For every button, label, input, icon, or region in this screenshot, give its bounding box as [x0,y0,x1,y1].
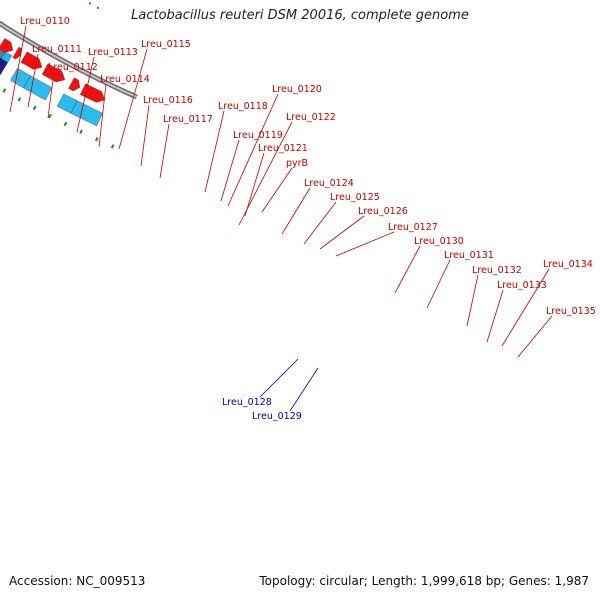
leader-line [261,167,293,213]
leader-line [76,56,95,133]
outer-tick [94,136,99,142]
leader-line [238,121,293,226]
leader-line [426,259,451,309]
gene-labels: Lreu_0110Lreu_0111Lreu_0112Lreu_0113Lreu… [20,16,596,422]
gene-label-forward: Lreu_0110 [20,16,70,27]
gene-box [70,100,103,127]
gene-label-forward: Lreu_0121 [258,143,308,154]
leader-line [118,48,148,150]
gene-label-forward: Lreu_0117 [163,114,213,125]
accession-text: Accession: NC_009513 [9,574,146,588]
gene-label-forward: Lreu_0127 [388,222,438,233]
leader-line [281,187,311,235]
gene-label-forward: Lreu_0115 [141,39,191,50]
cds-arrow [80,83,106,103]
gene-label-forward: Lreu_0116 [143,95,193,106]
gene-label-forward: Lreu_0134 [543,259,593,270]
gene-label-reverse: Lreu_0129 [252,411,302,422]
cds-arrow [12,46,22,60]
gene-box [23,75,53,101]
leader-line [9,25,27,113]
leader-line [244,152,265,217]
gene-label-forward: Lreu_0113 [88,47,138,58]
leader-line [259,358,299,398]
gene-label-forward: Lreu_0125 [330,192,380,203]
leader-line [486,289,504,343]
leader-line [466,274,479,327]
label-leader-lines [9,25,553,412]
scale-ticks: 140 kbp145 kbp150 kbp155 kbp160 kbp165 k… [2,0,115,149]
gene-label-forward: Lreu_0111 [32,44,82,55]
outer-tick [63,121,68,127]
leader-line [501,268,550,347]
cds-arrow [0,38,14,53]
leader-line [98,83,107,148]
scale-dot [96,6,99,9]
gene-label-forward: Lreu_0135 [546,306,596,317]
leader-line [319,215,365,250]
outer-tick [79,129,83,134]
gene-label-forward: Lreu_0131 [444,250,494,261]
leader-line [140,104,150,167]
outer-tick [110,144,115,149]
leader-line [394,245,421,294]
outer-tick [48,113,52,119]
leader-line [335,231,395,257]
backbone-highlight [0,22,138,98]
leader-line [159,123,170,179]
outer-tick [32,105,37,111]
leader-line [517,315,553,358]
gene-label-forward: Lreu_0124 [304,178,354,189]
gene-label-forward: Lreu_0119 [233,130,283,141]
leader-line [204,110,225,193]
map-title: Lactobacillus reuteri DSM 20016, complet… [131,8,469,23]
leader-line [227,93,279,207]
gene-label-forward: Lreu_0130 [414,236,464,247]
leader-line [289,367,319,412]
gene-features [0,38,106,127]
gene-label-forward: Lreu_0132 [472,265,522,276]
leader-line [47,71,55,119]
cds-arrow [68,77,80,92]
leader-line [27,53,39,108]
leader-line [220,139,240,202]
outer-tick [17,97,22,102]
gene-label-forward: Lreu_0120 [272,84,322,95]
gene-box-inner [1,51,13,63]
leader-line [303,201,337,245]
gene-label-reverse: Lreu_0128 [222,397,272,408]
gene-label-forward: pyrB [286,158,308,169]
outer-tick [2,88,7,93]
gene-label-forward: Lreu_0133 [497,280,547,291]
scale-dot [88,2,91,5]
gene-label-forward: Lreu_0122 [286,112,336,123]
genome-summary: Topology: circular; Length: 1,999,618 bp… [259,574,589,588]
gene-label-forward: Lreu_0118 [218,101,268,112]
gene-label-forward: Lreu_0114 [100,74,150,85]
genome-backbone [0,20,138,100]
gene-label-forward: Lreu_0126 [358,206,408,217]
gene-label-forward: Lreu_0112 [48,62,98,73]
